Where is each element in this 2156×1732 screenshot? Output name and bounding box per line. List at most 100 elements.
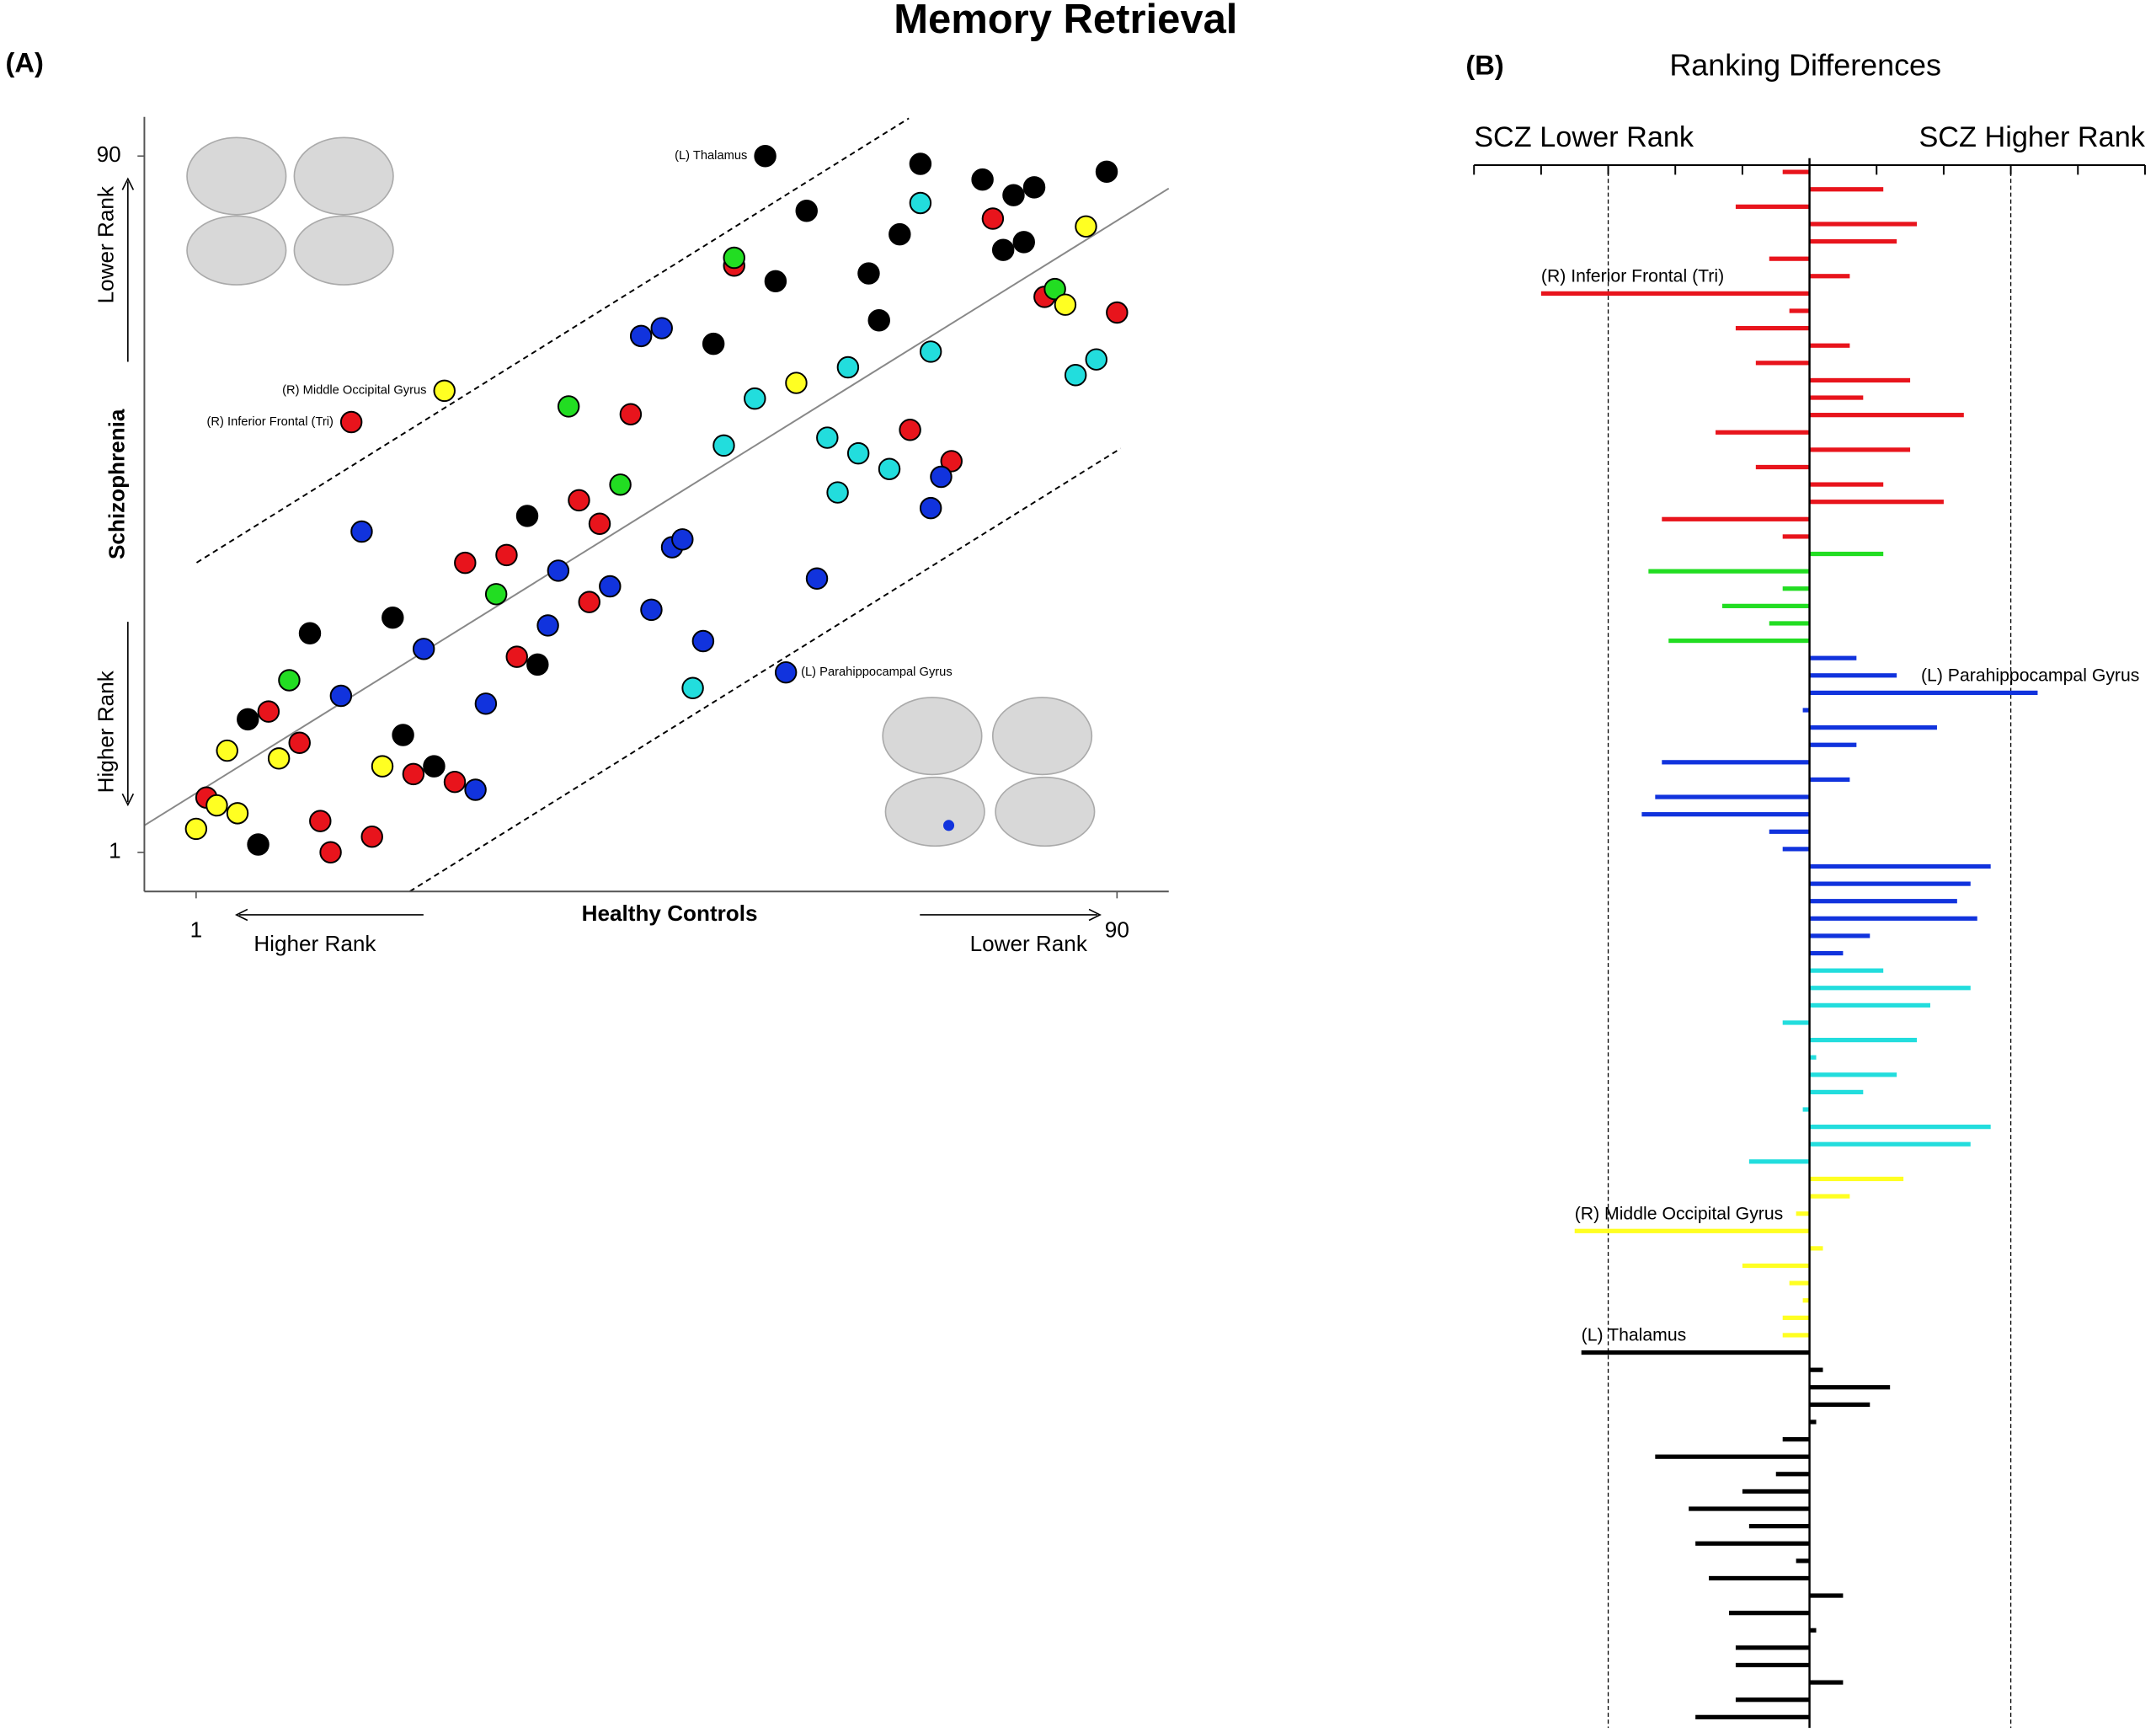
- point: [1054, 293, 1077, 316]
- bar: [1809, 187, 1884, 192]
- bar: [1809, 1194, 1850, 1199]
- point: [846, 441, 870, 465]
- point: [226, 802, 249, 825]
- bar: [1655, 1454, 1810, 1459]
- bar: [1735, 204, 1810, 209]
- point-label: (L) Thalamus: [675, 149, 747, 163]
- point: [909, 152, 932, 175]
- bar: [1782, 1315, 1810, 1320]
- point: [495, 543, 518, 567]
- band-line: [195, 117, 910, 564]
- point: [402, 762, 425, 786]
- point: [744, 387, 766, 410]
- bar: [1796, 1558, 1810, 1564]
- bar: [1742, 1489, 1810, 1494]
- point: [382, 606, 404, 629]
- bar: [1769, 621, 1810, 626]
- bar: [1809, 1367, 1823, 1372]
- point: [267, 747, 291, 770]
- left-label: SCZ Lower Rank: [1474, 121, 1694, 153]
- point: [671, 528, 694, 551]
- brain-marker: [943, 820, 955, 831]
- bar: [1655, 794, 1810, 799]
- point: [237, 708, 259, 731]
- bar: [1809, 690, 2038, 696]
- point: [578, 591, 600, 613]
- brain-icons: [186, 136, 1096, 847]
- point: [702, 332, 725, 355]
- bar: [1809, 500, 1944, 505]
- point: [1022, 176, 1046, 199]
- bar: [1809, 742, 1857, 747]
- point: [599, 575, 622, 598]
- bar: [1809, 447, 1911, 452]
- bar-label: (L) Parahippocampal Gyrus: [1921, 666, 2139, 685]
- bar: [1775, 1472, 1810, 1477]
- point: [878, 457, 901, 480]
- bar: [1782, 847, 1810, 852]
- point: [754, 145, 776, 168]
- bar: [1735, 1645, 1810, 1650]
- point: [257, 700, 280, 723]
- point: [981, 207, 1005, 230]
- bar: [1641, 812, 1810, 817]
- bar: [1809, 238, 1897, 244]
- bar: [1782, 169, 1810, 174]
- band-line: [409, 447, 1122, 893]
- point: [712, 434, 735, 457]
- point: [919, 340, 942, 363]
- point: [484, 583, 508, 606]
- point: [816, 426, 839, 449]
- point: [454, 551, 477, 575]
- bar: [1809, 986, 1971, 991]
- point: [350, 520, 373, 543]
- point: [433, 379, 456, 403]
- point: [681, 676, 704, 699]
- point: [691, 629, 715, 653]
- bar: [1809, 777, 1850, 783]
- point: [278, 669, 301, 692]
- bar: [1695, 1714, 1810, 1719]
- y-direction-label: Lower Rank: [93, 185, 118, 303]
- point: [836, 355, 860, 379]
- point: [1075, 215, 1097, 238]
- bar: [1581, 1350, 1810, 1355]
- bar: [1735, 325, 1810, 331]
- bar: [1809, 1072, 1897, 1077]
- bar: [1809, 1037, 1918, 1043]
- bar: [1809, 655, 1857, 660]
- bar: [1769, 829, 1810, 834]
- point: [1064, 364, 1087, 387]
- bar: [1809, 395, 1864, 400]
- point: [360, 825, 383, 848]
- bar: [1809, 1628, 1817, 1633]
- bar: [1648, 569, 1810, 574]
- point: [329, 684, 353, 708]
- bar: [1809, 1385, 1891, 1390]
- point: [629, 324, 653, 348]
- bar: [1802, 708, 1810, 713]
- bar: [1755, 361, 1810, 366]
- point: [991, 238, 1015, 261]
- point: [216, 739, 238, 762]
- bar: [1809, 1419, 1817, 1425]
- point: [474, 692, 498, 715]
- bar: [1809, 551, 1884, 557]
- bar: [1748, 1159, 1810, 1164]
- point: [609, 473, 632, 496]
- point: [443, 770, 467, 794]
- bar: [1809, 968, 1884, 973]
- bar: [1540, 291, 1810, 297]
- y-tick-label: 1: [109, 838, 121, 863]
- point: [1085, 348, 1107, 371]
- bar: [1809, 916, 1977, 921]
- bar: [1728, 1611, 1810, 1616]
- bar: [1735, 1697, 1810, 1703]
- point: [889, 222, 911, 246]
- bar: [1769, 256, 1810, 261]
- bar: [1809, 673, 1897, 678]
- bar: [1721, 603, 1810, 608]
- point: [557, 395, 580, 418]
- bar: [1809, 899, 1957, 904]
